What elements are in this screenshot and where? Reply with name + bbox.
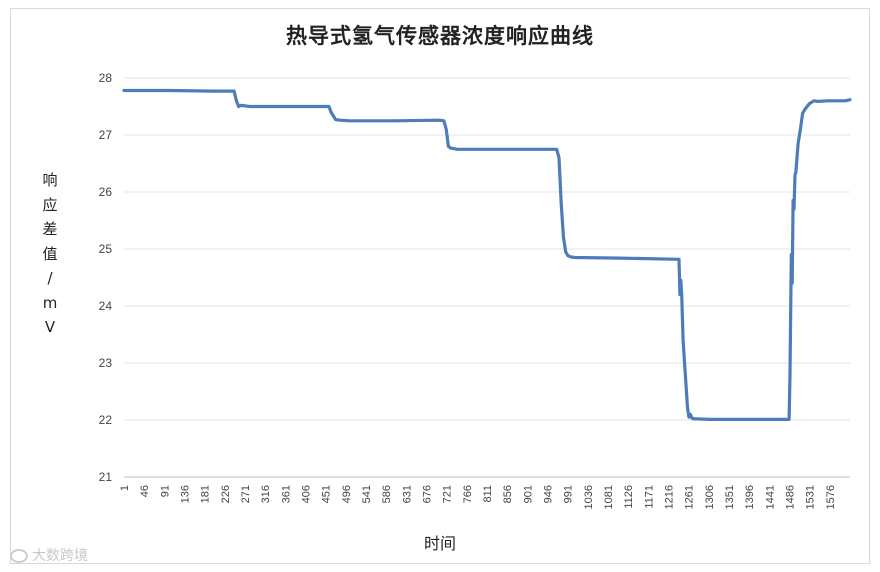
- y-axis-label: 响 应 差 值 / m V: [38, 168, 62, 340]
- y-tick-label: 27: [99, 128, 113, 142]
- x-tick-label: 1576: [825, 485, 837, 509]
- x-tick-label: 1: [119, 485, 131, 491]
- x-tick-label: 991: [563, 485, 575, 503]
- x-tick-label: 631: [401, 485, 413, 503]
- y-axis-label-char: 差: [42, 220, 58, 238]
- x-tick-label: 721: [442, 485, 454, 503]
- x-tick-label: 1441: [764, 485, 776, 509]
- chart-title: 热导式氢气传感器浓度响应曲线: [286, 23, 594, 48]
- x-tick-label: 811: [482, 485, 494, 503]
- y-axis-label-char: 应: [42, 195, 58, 214]
- x-tick-label: 1261: [684, 485, 696, 509]
- x-tick-label: 1486: [785, 485, 797, 509]
- x-tick-label: 856: [502, 485, 514, 503]
- x-tick-label: 1216: [664, 485, 676, 509]
- y-tick-label: 23: [99, 356, 113, 370]
- x-tick-label: 91: [159, 485, 171, 497]
- chart-frame: [10, 8, 870, 564]
- x-tick-label: 676: [422, 485, 434, 503]
- x-tick-label: 1171: [643, 485, 655, 509]
- y-tick-label: 22: [99, 413, 113, 427]
- x-tick-label: 226: [220, 485, 232, 503]
- y-tick-label: 24: [99, 299, 113, 313]
- y-axis-label-char: m: [42, 293, 58, 312]
- x-tick-label: 361: [280, 485, 292, 503]
- watermark: 大数跨境: [10, 545, 88, 565]
- y-tick-label: 28: [99, 71, 113, 85]
- x-tick-label: 1126: [623, 485, 635, 509]
- x-tick-label: 136: [180, 485, 192, 503]
- y-axis-label-char: /: [47, 269, 53, 287]
- x-axis-label: 时间: [423, 534, 456, 553]
- x-tick-label: 766: [462, 485, 474, 503]
- x-tick-label: 1531: [805, 485, 817, 509]
- y-tick-label: 25: [99, 242, 113, 256]
- watermark-text: 大数跨境: [32, 548, 88, 564]
- x-tick-label: 451: [321, 485, 333, 503]
- x-tick-label: 1081: [603, 485, 615, 509]
- y-tick-label: 21: [99, 470, 113, 484]
- y-axis-label-char: 响: [42, 171, 58, 189]
- x-tick-label: 1306: [704, 485, 716, 509]
- x-tick-label: 1396: [744, 485, 756, 509]
- x-tick-label: 1351: [724, 485, 736, 509]
- x-tick-label: 496: [341, 485, 353, 503]
- y-axis-label-char: V: [44, 318, 56, 336]
- x-tick-label: 181: [200, 485, 212, 503]
- x-tick-label: 541: [361, 485, 373, 503]
- y-tick-label: 26: [99, 185, 113, 199]
- x-tick-label: 901: [522, 485, 534, 503]
- x-tick-label: 406: [301, 485, 313, 503]
- watermark-logo-icon: [10, 549, 28, 563]
- series-line: [122, 88, 852, 421]
- x-tick-label: 946: [543, 485, 555, 503]
- x-tick-label: 271: [240, 485, 252, 503]
- y-axis-label-char: 值: [42, 244, 58, 263]
- x-tick-label: 46: [139, 485, 151, 497]
- x-tick-label: 1036: [583, 485, 595, 509]
- x-tick-label: 316: [260, 485, 272, 503]
- x-tick-label: 586: [381, 485, 393, 503]
